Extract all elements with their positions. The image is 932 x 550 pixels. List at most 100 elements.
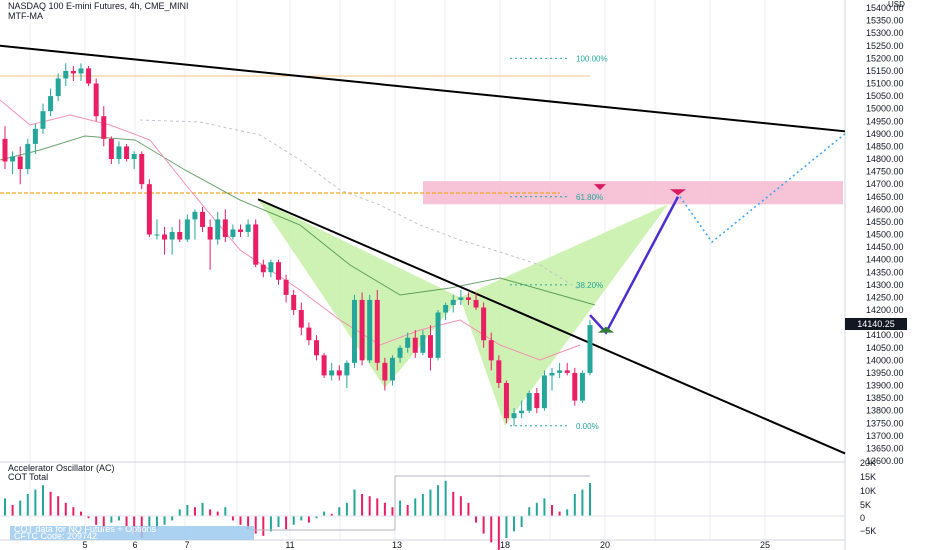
candle-body (579, 372, 585, 401)
pink-arrow (594, 184, 606, 191)
osc-bar (520, 516, 523, 527)
osc-bar (421, 494, 424, 516)
pattern-bcd (460, 204, 668, 426)
candle-body (222, 219, 228, 238)
candle-body (405, 337, 411, 348)
osc-bar (459, 496, 462, 516)
candle-body (2, 138, 8, 162)
osc-bar (163, 516, 166, 525)
osc-bar (125, 516, 128, 527)
ma-gray (139, 119, 581, 291)
osc-bar (247, 516, 250, 530)
osc-bar (11, 505, 14, 516)
fib-label: 38.20% (576, 281, 603, 290)
y-tick-label: 14500.00 (866, 230, 904, 240)
osc-bar (262, 516, 265, 536)
y-tick-label: 14550.00 (866, 217, 904, 227)
green-arrow (598, 326, 614, 333)
candle-body (427, 335, 433, 358)
y-tick-label: 14000.00 (866, 355, 904, 365)
osc-bar (110, 516, 113, 523)
candle-body (70, 70, 76, 74)
projection-dotted (679, 133, 846, 244)
osc-bar (300, 516, 303, 521)
y-tick-label: 14850.00 (866, 141, 904, 151)
x-tick-label: 25 (760, 540, 770, 550)
candle-body (344, 362, 350, 376)
y-tick-label: 15200.00 (866, 53, 904, 63)
y-tick-label: 15100.00 (866, 79, 904, 89)
candle-body (488, 340, 494, 361)
y-tick-label: 14450.00 (866, 242, 904, 252)
candle-body (473, 299, 479, 308)
osc-bar (254, 516, 257, 534)
osc-bar (26, 494, 29, 516)
osc-bar (224, 507, 227, 516)
cot-box-line2: CFTC Code: 209742 (14, 531, 98, 541)
osc-bar (543, 498, 546, 516)
osc-bar (581, 489, 584, 516)
osc-bar (148, 516, 151, 532)
osc-bar (41, 485, 44, 516)
y-tick-label: 15300.00 (866, 28, 904, 38)
x-tick-label: 5 (82, 540, 87, 550)
candle-body (17, 156, 23, 170)
osc-bar (437, 485, 440, 516)
candle-body (192, 211, 198, 220)
osc-bar (72, 507, 75, 516)
candle-body (184, 219, 190, 240)
osc-bar (79, 511, 82, 516)
candle-body (230, 229, 236, 238)
osc-bar (95, 516, 98, 525)
ma-pink (0, 99, 581, 361)
candle-body (329, 370, 335, 376)
y-tick-label: 14250.00 (866, 292, 904, 302)
x-tick-label: 18 (500, 540, 510, 550)
candle-body (435, 312, 441, 358)
candle-body (55, 78, 61, 97)
y-tick-label: 15000.00 (866, 104, 904, 114)
cot-box-line1: COT data for NQ Futures + Options (14, 526, 157, 534)
y-tick-label: 14600.00 (866, 204, 904, 214)
osc-bar (528, 507, 531, 516)
candle-body (215, 219, 221, 240)
last-price-tag: 14140.25 (845, 318, 907, 330)
osc-bar (155, 516, 158, 530)
osc-bar (4, 498, 6, 516)
y-tick-label: 14950.00 (866, 116, 904, 126)
candle-body (40, 111, 46, 129)
y-tick-label: 13800.00 (866, 406, 904, 416)
osc-bar (573, 494, 576, 516)
cot-info-box: COT data for NQ Futures + Options CFTC C… (10, 526, 254, 540)
candle-body (48, 96, 54, 112)
candle-body (32, 128, 38, 144)
osc-bar (277, 516, 280, 527)
y-tick-label: 14050.00 (866, 343, 904, 353)
candle-body (63, 70, 69, 79)
candle-body (154, 234, 160, 236)
candle-body (359, 299, 365, 361)
y-tick-label: 13950.00 (866, 368, 904, 378)
candle-body (238, 229, 244, 232)
osc-bar (49, 491, 52, 516)
candle-body (557, 370, 563, 373)
osc-bar (566, 509, 569, 516)
osc-bar (399, 500, 402, 516)
candle-body (139, 153, 145, 185)
osc-bar (201, 502, 204, 516)
candle-body (519, 410, 525, 414)
x-tick-label: 20 (600, 540, 610, 550)
candle-body (564, 370, 570, 373)
y-tick-label: 15050.00 (866, 91, 904, 101)
osc-bar (551, 505, 554, 516)
candle-body (169, 231, 175, 240)
candle-body (146, 184, 152, 235)
annotations: 100.00% 61.80% 38.20% 0.00% (510, 54, 686, 431)
osc-bar (292, 516, 295, 525)
candle-body (336, 370, 342, 376)
y-tick-label: 15150.00 (866, 66, 904, 76)
osc-bar (323, 511, 326, 516)
candle-body (298, 310, 304, 328)
candle-body (207, 226, 213, 240)
